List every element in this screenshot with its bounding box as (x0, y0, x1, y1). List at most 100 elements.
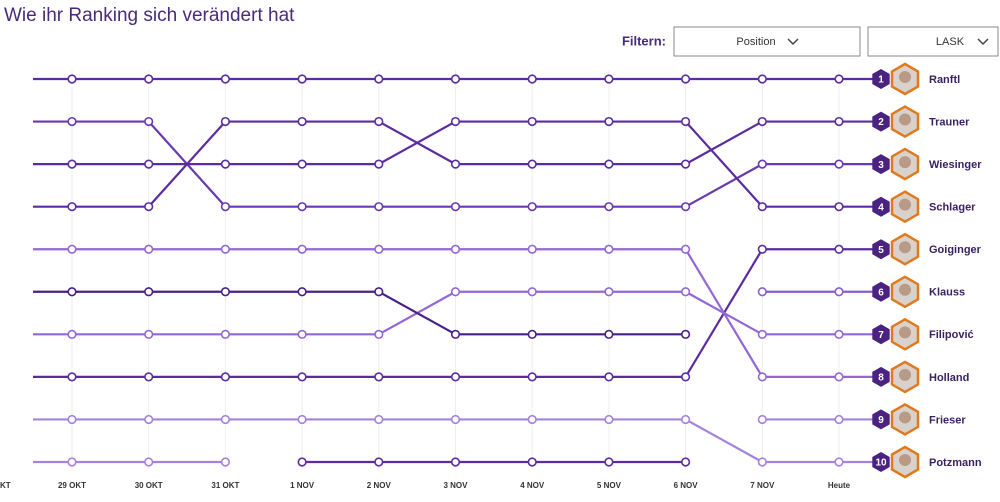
player-face (899, 113, 911, 126)
point (67, 457, 77, 467)
point (220, 202, 230, 212)
rank-badge (872, 69, 890, 89)
point (680, 74, 691, 84)
rank-badge (872, 196, 890, 217)
x-tick-label: 1 NOV (290, 481, 315, 490)
point (450, 202, 461, 212)
x-tick-label: 7 NOV (750, 481, 775, 490)
dots (67, 74, 844, 467)
point (757, 457, 767, 467)
rank-badge (872, 281, 890, 302)
chart-title: Wie ihr Ranking sich verändert hat (4, 5, 295, 26)
point (834, 74, 844, 84)
point (374, 372, 384, 382)
rank-number: 5 (878, 245, 884, 256)
series-line (33, 290, 839, 336)
rank-number: 3 (878, 160, 884, 171)
point (220, 414, 230, 425)
point (67, 74, 77, 84)
series-line (33, 120, 839, 208)
point (374, 329, 384, 339)
dropdown-text[interactable]: LASK (936, 36, 965, 48)
x-tick-label: KT (0, 481, 11, 490)
point (680, 287, 691, 297)
rank-badge (872, 452, 890, 472)
point (144, 287, 154, 297)
point (527, 414, 537, 425)
x-tick-label: 4 NOV (520, 481, 545, 490)
rank-badge (872, 111, 890, 132)
point (757, 159, 767, 169)
point (144, 244, 154, 254)
point (680, 159, 691, 169)
rank-number: 9 (878, 415, 884, 426)
player-face (899, 326, 911, 339)
point (67, 159, 77, 169)
point (144, 372, 154, 382)
point (834, 287, 844, 297)
point (757, 74, 767, 84)
rank-badge (872, 324, 890, 345)
point (297, 457, 307, 467)
point (604, 287, 614, 297)
point (297, 74, 307, 84)
dropdown-box[interactable] (673, 26, 861, 57)
point (450, 287, 461, 297)
series-line (33, 418, 839, 464)
point (527, 287, 537, 297)
point (604, 372, 614, 382)
point (527, 202, 537, 212)
dropdown-text[interactable]: Position (736, 36, 775, 48)
filter-dropdown[interactable]: Position (673, 26, 861, 57)
dropdown-box[interactable] (867, 26, 999, 57)
player-face (899, 454, 911, 466)
point (374, 457, 384, 467)
point (450, 244, 461, 254)
point (527, 74, 537, 84)
point (144, 457, 154, 467)
player-face (899, 71, 911, 83)
point (297, 287, 307, 297)
point (527, 329, 537, 339)
point (680, 329, 691, 339)
point (604, 159, 614, 169)
point (67, 116, 77, 127)
series-line (33, 248, 839, 378)
player-name: Trauner (929, 116, 970, 128)
point (144, 116, 154, 127)
point (527, 244, 537, 254)
point (680, 244, 691, 254)
point (527, 372, 537, 382)
x-tick-label: 31 OKT (211, 481, 239, 490)
player-name: Holland (929, 372, 969, 384)
point (220, 159, 230, 169)
point (374, 159, 384, 169)
point (374, 202, 384, 212)
point (604, 414, 614, 425)
point (220, 372, 230, 382)
series-line (33, 120, 839, 208)
point (220, 116, 230, 127)
point (297, 116, 307, 127)
filter-dropdown[interactable]: LASK (867, 26, 999, 57)
player-name: Filipović (929, 329, 974, 341)
point (527, 457, 537, 467)
player-face (899, 156, 911, 169)
chevron (787, 38, 799, 46)
player-name: Wiesinger (929, 159, 982, 171)
x-tick-label: 30 OKT (135, 481, 163, 490)
player-face (899, 283, 911, 296)
point (67, 329, 77, 339)
point (604, 74, 614, 84)
point (297, 414, 307, 425)
rank-number: 6 (878, 287, 884, 298)
rank-badge (872, 154, 890, 175)
point (757, 414, 767, 425)
point (834, 372, 844, 382)
point (834, 414, 844, 425)
player-name: Ranftl (929, 74, 960, 86)
point (297, 372, 307, 382)
player-name: Klauss (929, 287, 965, 299)
player-name: Potzmann (929, 457, 982, 469)
point (220, 244, 230, 254)
